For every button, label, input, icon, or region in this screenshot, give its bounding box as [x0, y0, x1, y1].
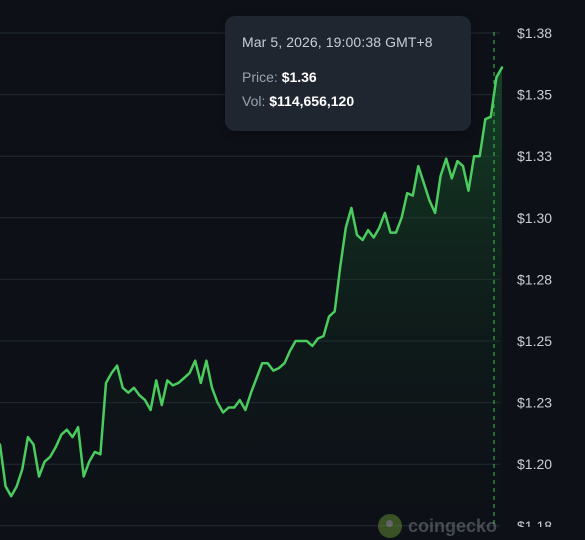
y-tick-label: $1.35	[517, 87, 552, 103]
price-tooltip: Mar 5, 2026, 19:00:38 GMT+8 Price: $1.36…	[225, 16, 471, 131]
tooltip-price-label: Price:	[242, 69, 278, 85]
y-tick-label: $1.28	[517, 271, 552, 287]
price-line	[0, 66, 504, 498]
y-axis-ticks: $1.38 $1.35 $1.33 $1.30 $1.28 $1.25 $1.23 $1.20…	[517, 25, 552, 527]
y-tick-label: $1.20	[517, 456, 552, 472]
coingecko-watermark: coingecko	[378, 512, 497, 540]
tooltip-price-row: Price: $1.36	[242, 69, 454, 85]
coingecko-logo-icon	[378, 514, 402, 538]
y-tick-label: $1.18	[517, 518, 552, 527]
y-tick-label: $1.33	[517, 148, 552, 164]
y-tick-label: $1.30	[517, 210, 552, 226]
price-chart[interactable]: $1.38 $1.35 $1.33 $1.30 $1.28 $1.25 $1.23 $1.20…	[0, 0, 585, 527]
tooltip-vol-label: Vol:	[242, 93, 266, 109]
price-area-fill	[0, 67, 502, 527]
y-tick-label: $1.25	[517, 333, 552, 349]
tooltip-price-value: $1.36	[281, 69, 317, 85]
watermark-text: coingecko	[408, 515, 498, 536]
y-tick-label: $1.23	[517, 395, 552, 411]
tooltip-vol-row: Vol: $114,656,120	[242, 93, 454, 109]
tooltip-date: Mar 5, 2026, 19:00:38 GMT+8	[242, 34, 433, 50]
tooltip-vol-value: $114,656,120	[269, 93, 355, 109]
y-tick-label: $1.38	[517, 25, 552, 41]
